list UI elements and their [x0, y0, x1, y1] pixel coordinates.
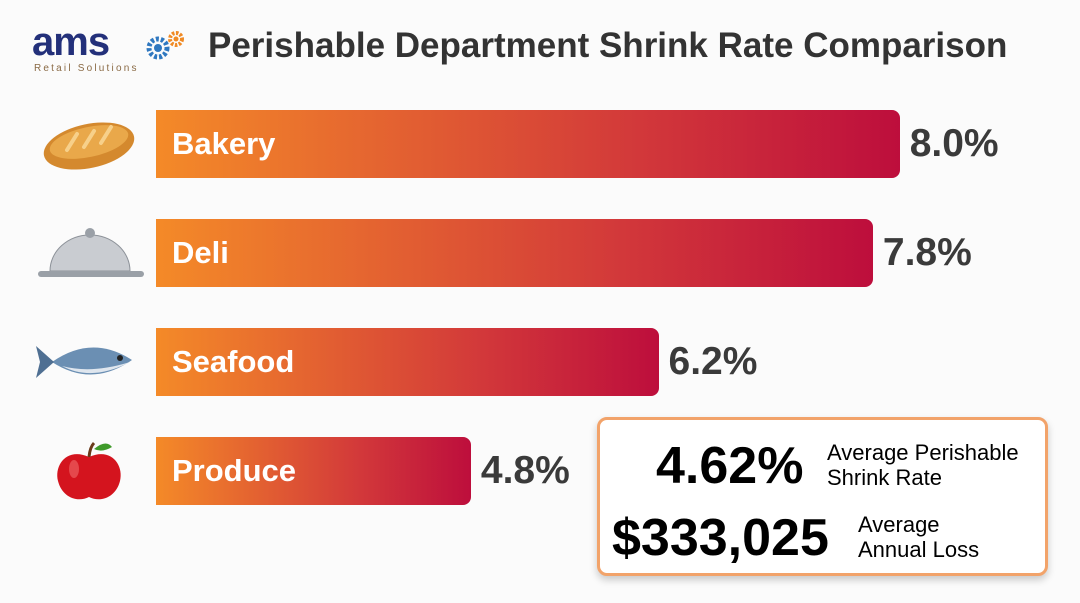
gears-icon — [146, 31, 184, 60]
avg-loss-value: $333,025 — [612, 509, 829, 567]
value-label: 4.8% — [480, 449, 570, 492]
category-label: Seafood — [172, 344, 295, 379]
value-label: 8.0% — [909, 122, 999, 165]
category-label: Deli — [172, 235, 229, 270]
bar-row-seafood: Seafood 6.2% — [0, 328, 1080, 396]
chart-title: Perishable Department Shrink Rate Compar… — [208, 26, 1008, 65]
ams-logo: ams Retail Solutions — [32, 20, 192, 76]
logo-subtitle: Retail Solutions — [34, 63, 139, 74]
bar-row-bakery: Bakery 8.0% — [0, 110, 1080, 178]
bar: Deli — [156, 219, 873, 287]
apple-icon — [57, 441, 121, 500]
bar-row-deli: Deli 7.8% — [0, 219, 1080, 287]
bar: Seafood — [156, 328, 659, 396]
label-line: Shrink Rate — [827, 465, 942, 490]
avg-rate-value: 4.62% — [656, 437, 804, 495]
summary-card: 4.62% Average Perishable Shrink Rate $333… — [597, 417, 1048, 576]
bar: Bakery — [156, 110, 900, 178]
cloche-icon — [38, 228, 144, 277]
bar: Produce — [156, 437, 471, 505]
bar-row-produce: Produce 4.8% — [0, 437, 1080, 505]
avg-loss-label: Average Annual Loss — [858, 512, 979, 562]
label-line: Annual Loss — [858, 537, 980, 562]
bread-icon — [43, 122, 135, 170]
avg-rate-label: Average Perishable Shrink Rate — [827, 440, 1019, 490]
category-label: Bakery — [172, 126, 276, 161]
value-label: 6.2% — [668, 340, 758, 383]
category-label: Produce — [172, 453, 297, 488]
fish-icon — [36, 346, 132, 378]
logo-text: ams — [32, 20, 110, 64]
label-line: Average — [858, 512, 940, 537]
label-line: Average Perishable — [827, 440, 1019, 465]
value-label: 7.8% — [882, 231, 972, 274]
